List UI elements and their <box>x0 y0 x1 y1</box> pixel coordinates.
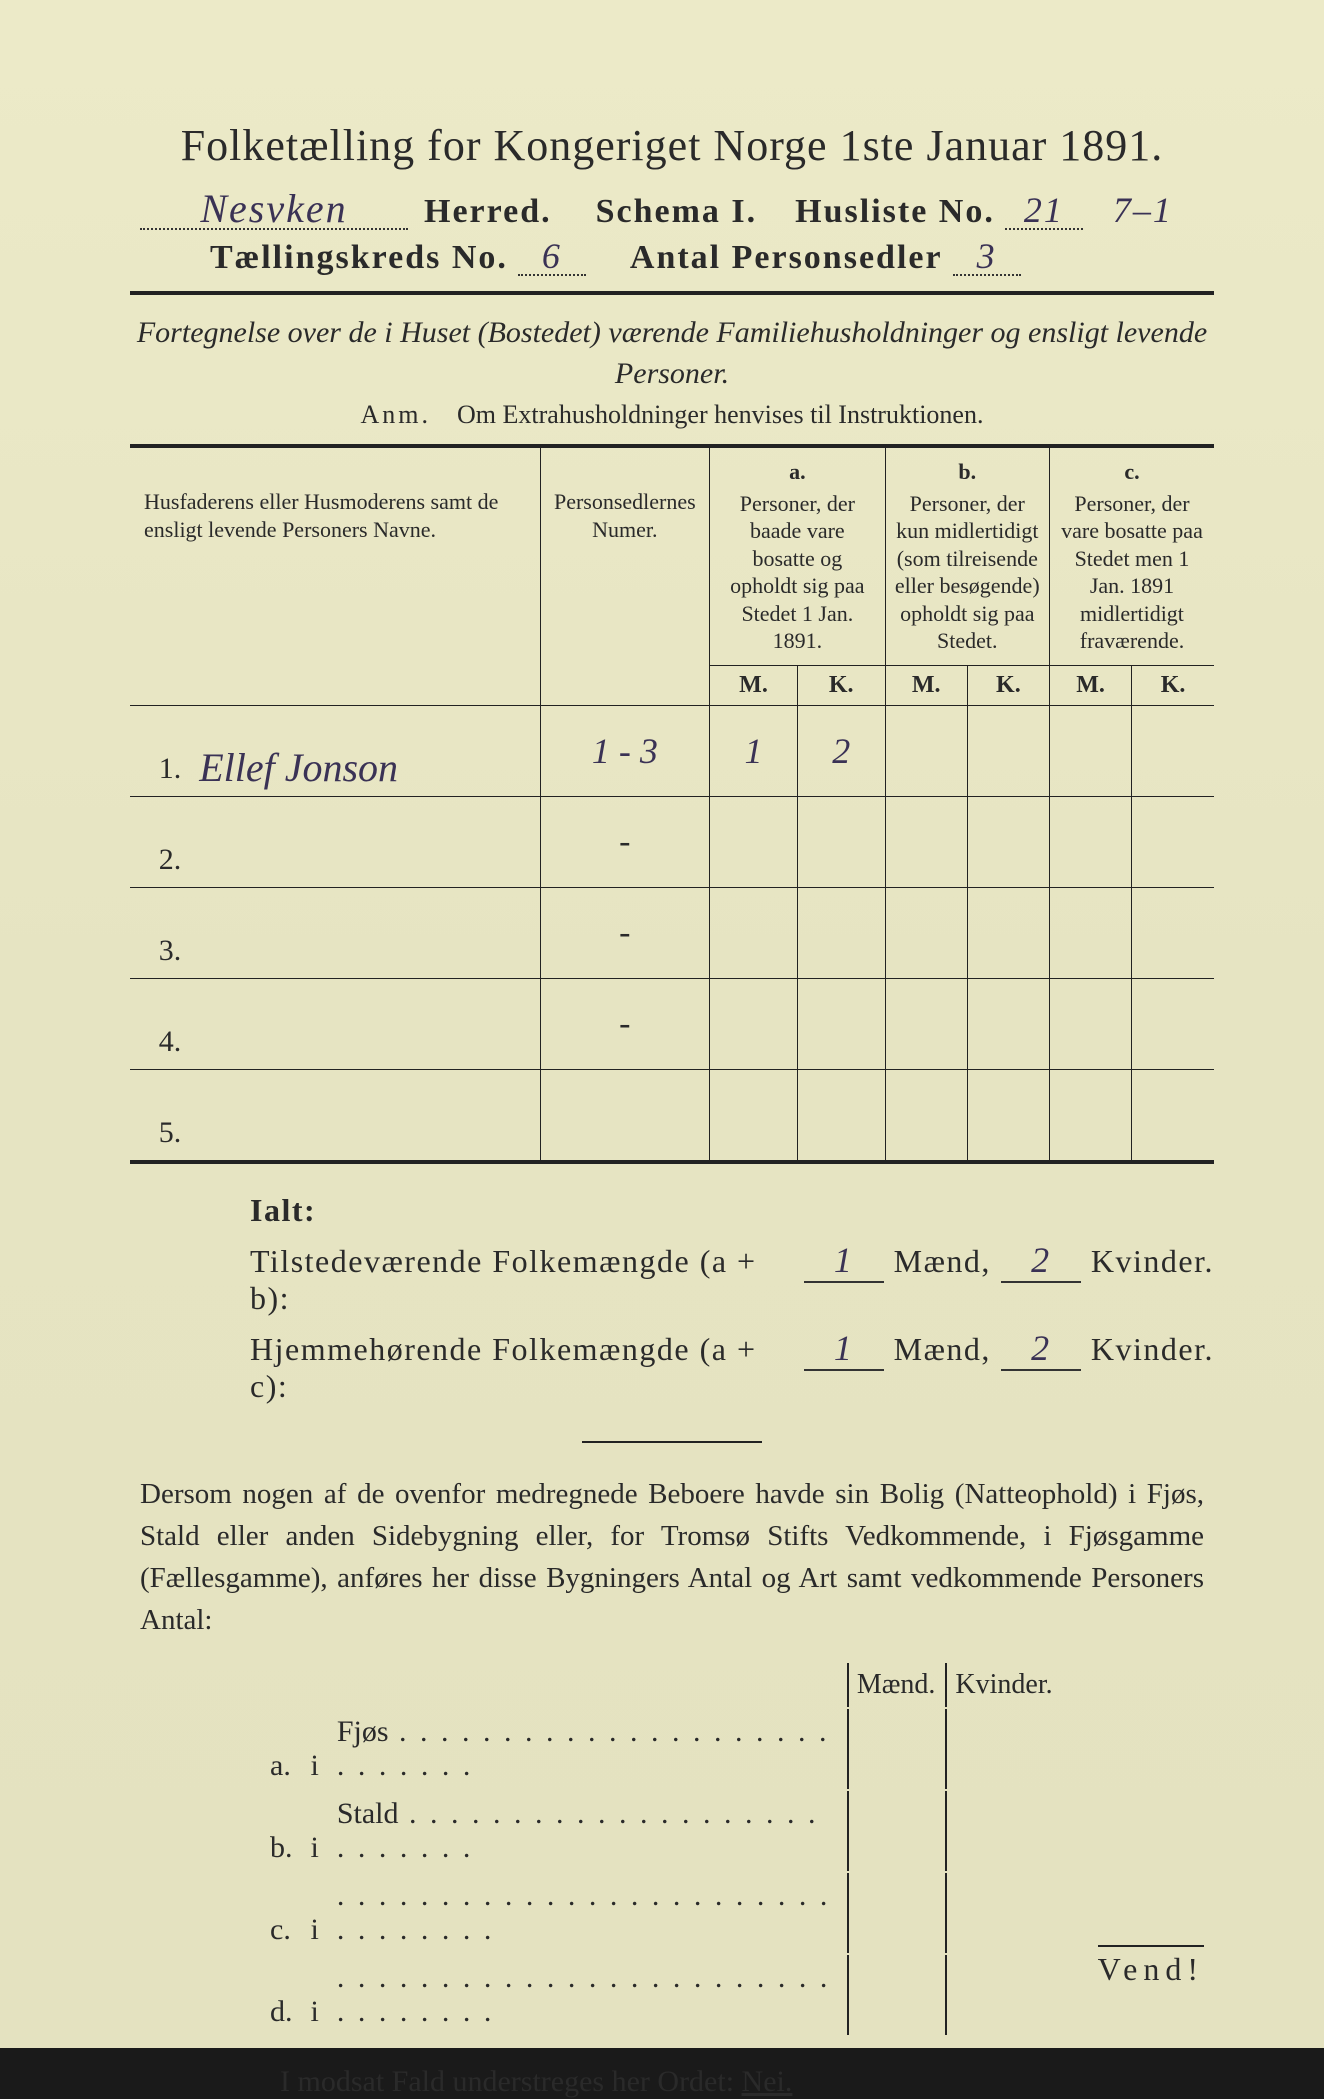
col-a-header: a. Personer, der baade vare bosatte og o… <box>710 446 885 665</box>
building-row: c. i . . . . . . . . . . . . . . . . . .… <box>262 1873 1061 1953</box>
nei-word: Nei. <box>742 2065 793 2098</box>
divider-1 <box>130 291 1214 295</box>
col-b-k: K. <box>967 665 1049 705</box>
col-num-header: Personsedlernes Numer. <box>540 446 710 705</box>
table-row: 5. <box>130 1069 1214 1162</box>
table-row: 3. - <box>130 887 1214 978</box>
col-c-k: K. <box>1132 665 1214 705</box>
table-row: 4. - <box>130 978 1214 1069</box>
table-row: 1. Ellef Jonson 1 - 3 1 2 <box>130 705 1214 796</box>
totals-block: Ialt: Tilstedeværende Folkemængde (a + b… <box>250 1192 1214 1405</box>
col-a-k: K. <box>797 665 885 705</box>
building-row: a. i Fjøs . . . . . . . . . . . . . . . … <box>262 1709 1061 1789</box>
l1-maend: 1 <box>804 1239 884 1283</box>
divider-2 <box>582 1441 762 1443</box>
antal-label: Antal Personsedler <box>630 239 943 277</box>
building-row: d. i . . . . . . . . . . . . . . . . . .… <box>262 1955 1061 2035</box>
col-a-m: M. <box>710 665 798 705</box>
husliste-no: 21 <box>1005 194 1083 230</box>
header-line-3: Tællingskreds No. 6 Antal Personsedler 3 <box>210 239 1214 277</box>
husliste-right: 7–1 <box>1113 189 1173 231</box>
building-row: b. i Stald . . . . . . . . . . . . . . .… <box>262 1791 1061 1871</box>
l2-kvinder: 2 <box>1001 1327 1081 1371</box>
ialt-heading: Ialt: <box>250 1192 1214 1229</box>
page-title: Folketælling for Kongeriget Norge 1ste J… <box>130 120 1214 171</box>
kreds-no: 6 <box>518 240 586 276</box>
total-line-2: Hjemmehørende Folkemængde (a + c): 1 Mæn… <box>250 1327 1214 1405</box>
mk-maend: Mænd. <box>847 1663 944 1707</box>
l1-kvinder: 2 <box>1001 1239 1081 1283</box>
l2-maend: 1 <box>804 1327 884 1371</box>
anm-text: Om Extrahusholdninger henvises til Instr… <box>457 400 983 429</box>
building-table: Mænd. Kvinder. a. i Fjøs . . . . . . . .… <box>260 1661 1063 2037</box>
husliste-label: Husliste No. <box>795 193 995 231</box>
table-body: 1. Ellef Jonson 1 - 3 1 2 2. - 3. <box>130 705 1214 1162</box>
main-table: Husfaderens eller Husmoderens samt de en… <box>130 444 1214 1164</box>
census-form-page: Folketælling for Kongeriget Norge 1ste J… <box>0 0 1324 2048</box>
col-b-m: M. <box>885 665 967 705</box>
mk-kvinder: Kvinder. <box>945 1663 1060 1707</box>
col-c-m: M. <box>1050 665 1132 705</box>
table-row: 2. - <box>130 796 1214 887</box>
anm-line: Anm. Om Extrahusholdninger henvises til … <box>130 400 1214 430</box>
subtitle: Fortegnelse over de i Huset (Bostedet) v… <box>130 313 1214 394</box>
total-line-1: Tilstedeværende Folkemængde (a + b): 1 M… <box>250 1239 1214 1317</box>
nei-line: I modsat Fald understreges her Ordet: Ne… <box>280 2065 1214 2099</box>
herred-label: Herred. <box>424 193 552 231</box>
building-paragraph: Dersom nogen af de ovenfor medregnede Be… <box>140 1473 1204 1641</box>
col-c-header: c. Personer, der vare bosatte paa Stedet… <box>1050 446 1215 665</box>
schema-label: Schema I. <box>596 193 758 231</box>
herred-field: Nesvken <box>140 193 408 230</box>
vend-label: Vend! <box>1098 1945 1204 1988</box>
antal-val: 3 <box>953 240 1021 276</box>
anm-label: Anm. <box>361 400 432 429</box>
kreds-label: Tællingskreds No. <box>210 239 508 277</box>
name-cell: Ellef Jonson <box>189 705 540 796</box>
col-name-header: Husfaderens eller Husmoderens samt de en… <box>130 446 540 705</box>
header-line-2: Nesvken Herred. Schema I. Husliste No. 2… <box>140 189 1214 231</box>
col-b-header: b. Personer, der kun midlertidigt (som t… <box>885 446 1049 665</box>
